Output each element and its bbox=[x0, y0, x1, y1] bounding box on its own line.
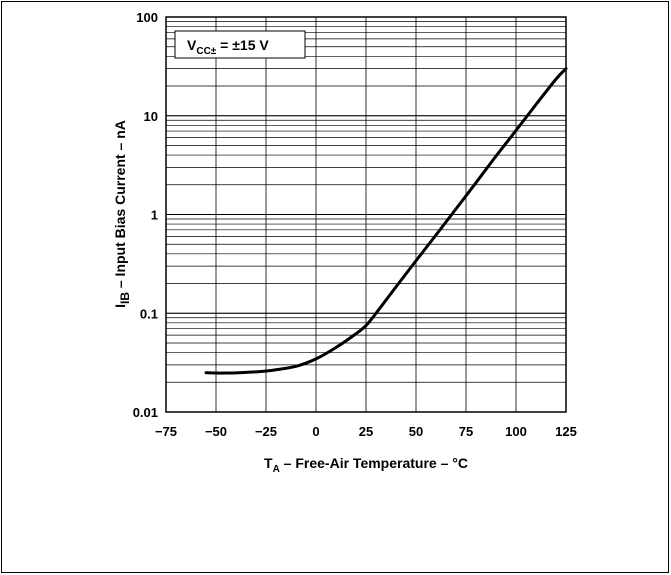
x-axis-label-main: T bbox=[264, 455, 273, 471]
x-tick-label: −75 bbox=[155, 424, 177, 439]
x-tick-label: 75 bbox=[459, 424, 473, 439]
annotation-rest: = ±15 V bbox=[216, 37, 269, 53]
x-tick-label: 125 bbox=[555, 424, 577, 439]
annotation-main: V bbox=[187, 37, 197, 53]
y-tick-label: 1 bbox=[151, 208, 158, 223]
y-tick-label: 0.01 bbox=[133, 405, 158, 420]
x-tick-labels: −75 −50 −25 0 25 50 75 100 125 bbox=[155, 424, 577, 439]
grid bbox=[166, 17, 566, 412]
x-tick-label: 50 bbox=[409, 424, 423, 439]
y-axis-label: IIB – Input Bias Current – nA bbox=[112, 120, 132, 308]
annotation-background bbox=[174, 30, 306, 59]
y-axis-label-rest: – Input Bias Current – nA bbox=[112, 120, 128, 292]
annotation-text: VCC± = ±15 V bbox=[187, 37, 269, 57]
x-tick-label: 100 bbox=[505, 424, 527, 439]
y-tick-label: 10 bbox=[144, 109, 158, 124]
annotation-sub: CC± bbox=[196, 46, 216, 57]
y-tick-label: 0.1 bbox=[140, 306, 158, 321]
y-tick-labels: 0.01 0.1 1 10 100 bbox=[133, 10, 158, 420]
x-axis-label-rest: – Free-Air Temperature – °C bbox=[280, 455, 468, 471]
series-line bbox=[204, 67, 568, 375]
x-tick-label: −50 bbox=[205, 424, 227, 439]
plot-area-border bbox=[165, 16, 567, 413]
y-axis-label-sub: IB bbox=[118, 292, 132, 304]
annotation-box: VCC± = ±15 V bbox=[174, 30, 306, 59]
y-axis-label-main: I bbox=[112, 304, 128, 308]
x-axis-label-sub: A bbox=[273, 464, 280, 475]
x-tick-label: 25 bbox=[359, 424, 373, 439]
y-tick-label: 100 bbox=[136, 10, 158, 25]
x-tick-label: 0 bbox=[312, 424, 319, 439]
x-tick-label: −25 bbox=[255, 424, 277, 439]
x-axis-label: TA – Free-Air Temperature – °C bbox=[264, 455, 468, 475]
